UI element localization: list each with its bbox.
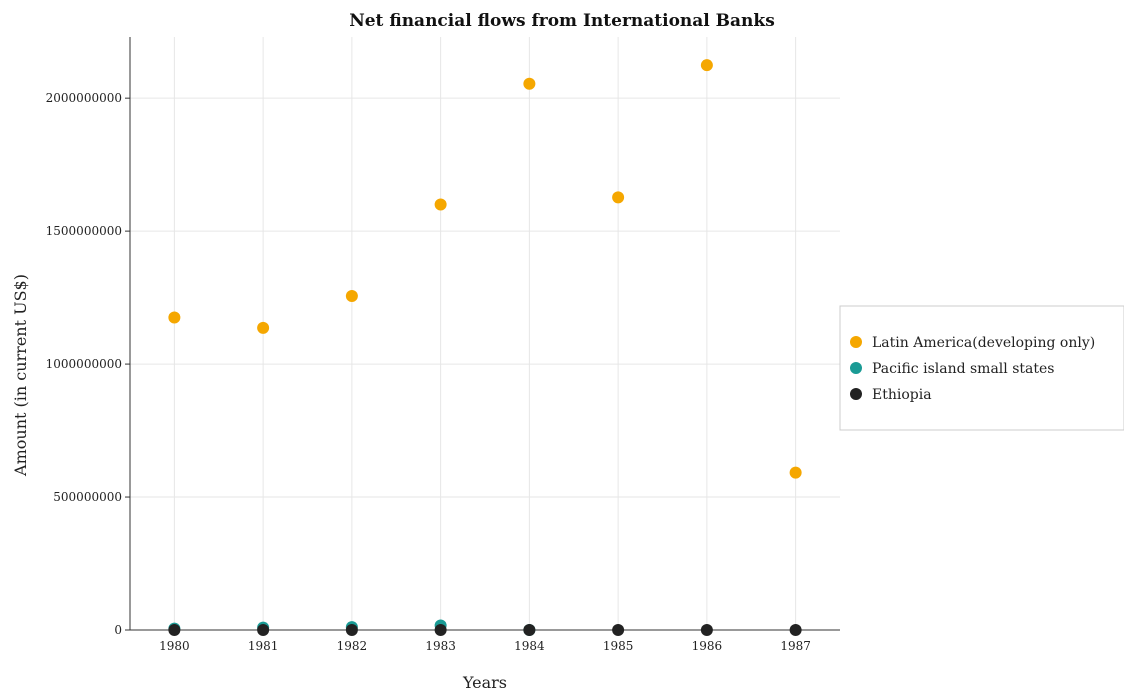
- y-axis-label: Amount (in current US$): [11, 274, 30, 477]
- y-tick-label: 2000000000: [46, 91, 122, 105]
- grid-lines: [130, 37, 840, 631]
- x-tick-label: 1983: [425, 639, 456, 653]
- legend-marker-1: [850, 362, 862, 374]
- point-2-1981: [257, 624, 270, 636]
- x-tick-label: 1986: [692, 639, 723, 653]
- y-tick-label: 1000000000: [46, 357, 122, 371]
- point-2-1982: [345, 624, 358, 636]
- point-0-1983: [434, 198, 447, 211]
- x-tick-label: 1985: [603, 639, 634, 653]
- y-tick-label: 0: [114, 623, 122, 637]
- point-2-1986: [700, 624, 713, 636]
- y-tick-label: 1500000000: [46, 224, 122, 238]
- point-0-1982: [345, 290, 358, 303]
- x-tick-label: 1980: [159, 639, 190, 653]
- point-0-1981: [257, 321, 270, 334]
- x-tick-label: 1982: [337, 639, 368, 653]
- point-0-1987: [789, 466, 802, 479]
- point-2-1985: [612, 624, 625, 636]
- point-0-1986: [700, 59, 713, 72]
- point-2-1987: [789, 624, 802, 636]
- legend-marker-2: [850, 388, 862, 400]
- point-0-1985: [612, 191, 625, 204]
- legend-label-1: Pacific island small states: [872, 361, 1054, 377]
- x-tick-label: 1987: [780, 639, 811, 653]
- chart-title: Net financial flows from International B…: [349, 11, 775, 31]
- point-2-1984: [523, 624, 536, 636]
- legend-box: [839, 305, 1124, 431]
- y-tick-label: 500000000: [53, 490, 122, 504]
- x-tick-labels: 1980 1981 1982 1983 1984 1985 1986 1987: [159, 639, 811, 653]
- legend-marker-0: [850, 336, 862, 348]
- point-0-1980: [168, 311, 181, 324]
- x-tick-label: 1984: [514, 639, 545, 653]
- point-2-1980: [168, 624, 181, 636]
- data-points: [168, 59, 802, 636]
- point-0-1984: [523, 77, 536, 90]
- point-2-1983: [434, 624, 447, 636]
- y-tick-labels: 0 500000000 1000000000 1500000000 2000000000: [46, 91, 122, 637]
- legend-label-2: Ethiopia: [872, 387, 932, 403]
- legend-label-0: Latin America(developing only): [872, 335, 1095, 351]
- legend: Latin America(developing only) Pacific is…: [839, 305, 1124, 431]
- x-axis-label: Years: [462, 673, 507, 692]
- x-tick-label: 1981: [248, 639, 279, 653]
